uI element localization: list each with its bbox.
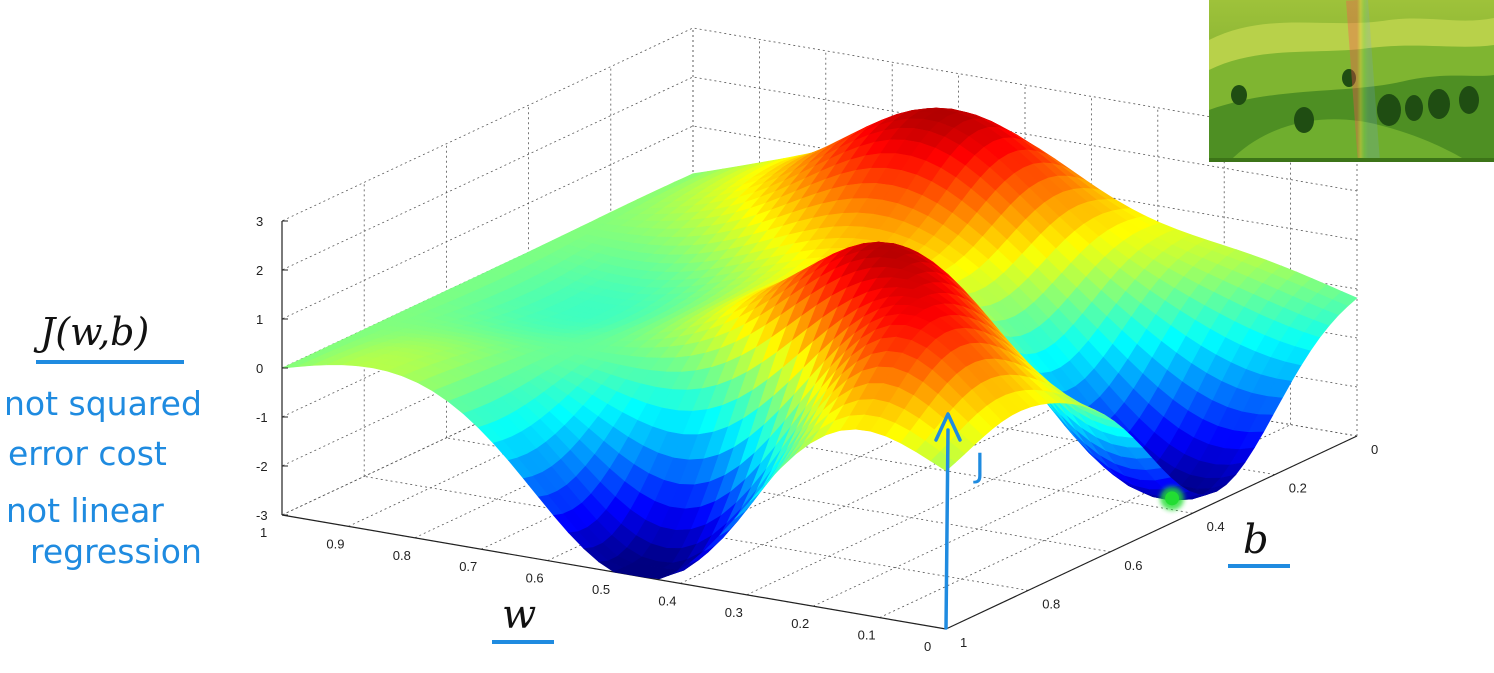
w-tick-label: 0.8 [393, 548, 411, 563]
z-tick-label: 1 [256, 312, 263, 327]
grid-line [414, 344, 826, 539]
w-axis-label: w [502, 592, 536, 638]
grid-line [281, 125, 1358, 320]
note-not-linear: not linear [6, 491, 164, 530]
z-tick-label: -3 [256, 508, 268, 523]
current-point [1165, 491, 1180, 506]
tick-labels: 0 0.1 0.2 0.3 0.4 0.5 0.6 0.7 0.8 0.9 1 0 0.2 0.4 0.6 0… [256, 214, 1378, 654]
handwritten-notes: J(w,b) not squared error cost not linear… [4, 310, 1290, 644]
grid-line [281, 76, 1358, 271]
grid-line [481, 355, 893, 550]
cost-function-label: J(w,b) [33, 310, 149, 354]
w-tick-label: 0 [924, 639, 931, 654]
w-tick-label: 0.2 [791, 616, 809, 631]
grid-line [281, 321, 1358, 516]
z-tick-label: 0 [256, 361, 263, 376]
grid-line [746, 401, 1158, 596]
b-tick-label: 0.6 [1124, 558, 1142, 573]
b-axis-label: b [1243, 517, 1269, 563]
cost-surface [281, 107, 1358, 580]
grid-line [813, 412, 1225, 607]
gradient-descent-point [1160, 486, 1185, 511]
note-error-cost: error cost [8, 434, 167, 473]
b-tick-label: 0.8 [1042, 596, 1060, 611]
z-tick-label: -1 [256, 410, 268, 425]
b-tick-label: 0.4 [1207, 519, 1225, 534]
w-tick-label: 0.6 [526, 571, 544, 586]
b-tick-label: 0 [1371, 442, 1378, 457]
w-tick-label: 0.3 [725, 605, 743, 620]
b-axis-line [945, 435, 1358, 630]
w-tick-label: 1 [260, 525, 267, 540]
w-tick-label: 0.9 [326, 536, 344, 551]
grid-line [680, 390, 1092, 584]
w-tick-label: 0.5 [592, 582, 610, 597]
j-arrow-annotation [934, 412, 962, 630]
grid-line [281, 272, 1358, 467]
grid-line [281, 27, 1358, 222]
w-tick-label: 0.1 [858, 628, 876, 643]
b-tick-label: 0.2 [1289, 481, 1307, 496]
z-tick-label: 3 [256, 214, 263, 229]
video-thumbnail [1209, 0, 1494, 162]
note-regression: regression [30, 532, 202, 571]
landscape-image [1209, 0, 1494, 162]
w-tick-label: 0.7 [459, 559, 477, 574]
grid-line [281, 321, 694, 516]
note-not-squared: not squared [4, 384, 202, 423]
grid-line [348, 333, 760, 527]
z-tick-label: -2 [256, 459, 268, 474]
w-tick-label: 0.4 [658, 593, 676, 608]
z-tick-label: 2 [256, 263, 263, 278]
j-annotation-label: J [973, 446, 985, 485]
b-tick-label: 1 [960, 635, 967, 650]
